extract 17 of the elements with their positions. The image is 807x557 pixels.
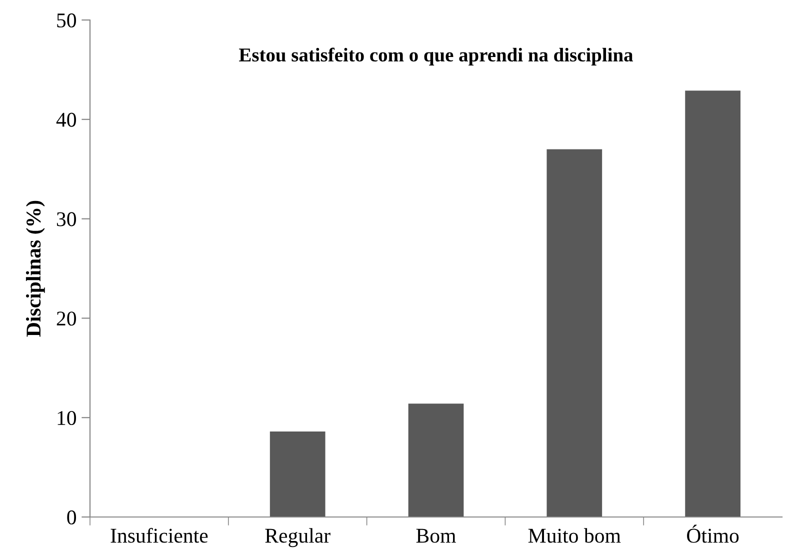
x-tick-label: Insuficiente [110,528,208,543]
x-tick-label: Muito bom [528,528,621,543]
bar [546,149,602,517]
x-tick-label: Ótimo [687,524,739,543]
y-tick-label: 20 [56,312,76,326]
y-tick-label: 50 [57,13,76,28]
bar [685,90,740,517]
x-tick-label: Bom [416,528,456,543]
bar [270,432,326,517]
y-tick-label: 40 [56,112,76,127]
y-tick-label: 30 [56,212,76,226]
y-tick-label: 0 [67,510,76,524]
y-axis-title: Disciplinas (%) [26,200,45,337]
y-tick-label: 10 [58,410,76,426]
text: Estou satisfeito com o que aprendi na disciplina [239,48,633,66]
x-tick-label: Regular [265,528,330,548]
bar [408,404,464,517]
